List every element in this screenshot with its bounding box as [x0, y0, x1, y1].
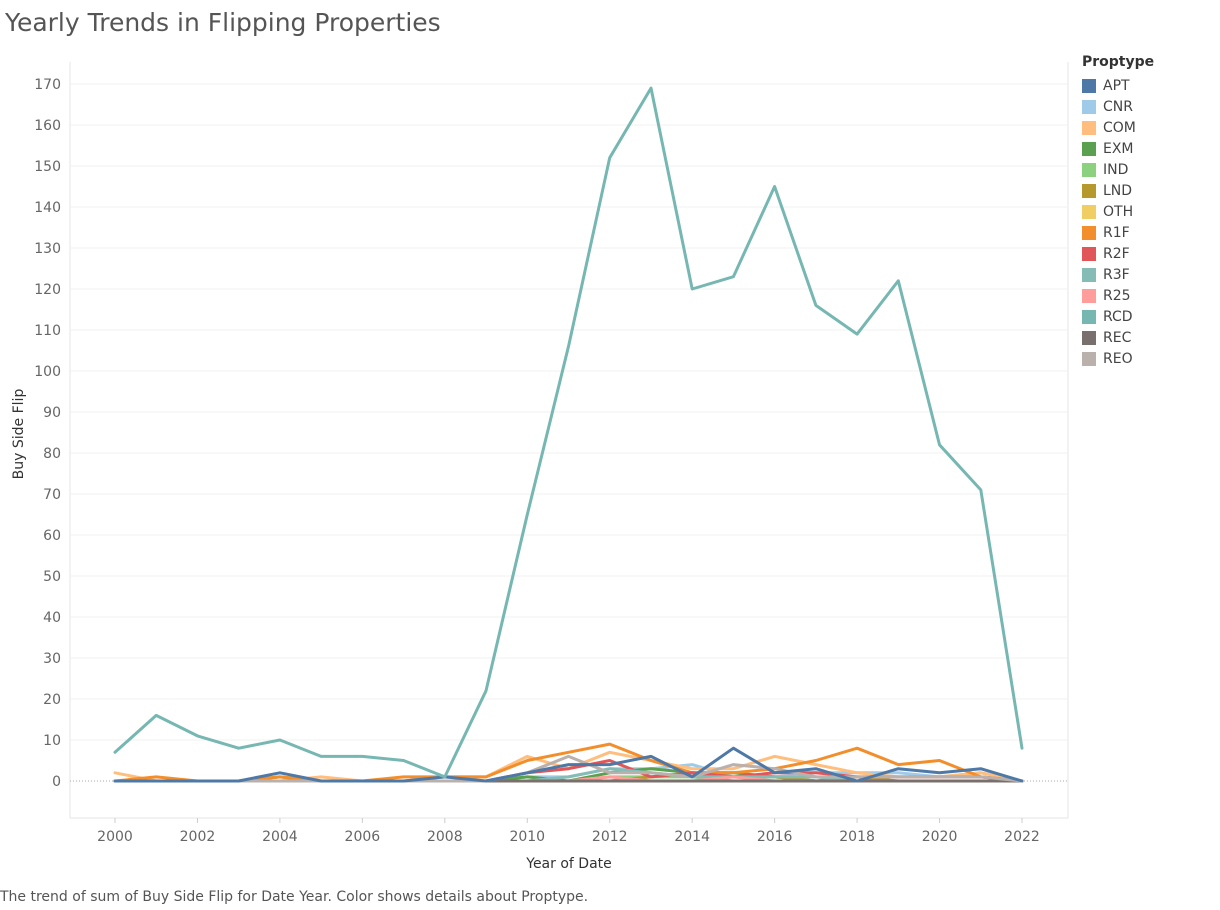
- legend-label: R3F: [1103, 266, 1130, 283]
- legend-label: LND: [1103, 182, 1133, 199]
- y-tick-label: 30: [43, 651, 61, 667]
- legend-label: R2F: [1103, 245, 1130, 262]
- y-tick-label: 130: [34, 241, 61, 257]
- y-tick-label: 70: [43, 487, 61, 503]
- series-line-apt: [113, 746, 1024, 783]
- y-tick-label: 10: [43, 733, 61, 749]
- y-tick-label: 0: [52, 774, 61, 790]
- y-axis-ticks: 0 10 20 30 40 50 60 70 80 90 100 110 120 130 140 150 160…: [34, 77, 61, 790]
- y-tick-label: 170: [34, 77, 61, 93]
- legend-label: R1F: [1103, 224, 1130, 241]
- legend-item-rec[interactable]: REC: [1082, 327, 1154, 348]
- legend-title: Proptype: [1082, 54, 1155, 70]
- legend-label: EXM: [1103, 140, 1134, 157]
- y-tick-label: 160: [34, 118, 61, 134]
- legend-item-oth[interactable]: OTH: [1082, 201, 1154, 222]
- legend-label: REO: [1103, 350, 1133, 367]
- legend-label: IND: [1103, 161, 1129, 178]
- legend-item-r1f[interactable]: R1F: [1082, 222, 1154, 243]
- legend-item-ind[interactable]: IND: [1082, 159, 1154, 180]
- x-axis-ticks: 2000 2002 2004 2006 2008 2010 2012 2014 2016 2018…: [97, 818, 1040, 845]
- legend-swatch: [1082, 351, 1096, 366]
- chart-caption: The trend of sum of Buy Side Flip for Da…: [0, 889, 589, 905]
- legend-item-lnd[interactable]: LND: [1082, 180, 1154, 201]
- legend-swatch: [1082, 99, 1096, 114]
- y-tick-label: 90: [43, 405, 61, 421]
- series-line-r1f: [113, 742, 1024, 783]
- legend-swatch: [1082, 162, 1096, 177]
- x-tick-label: 2010: [509, 829, 545, 845]
- x-tick-label: 2018: [839, 829, 875, 845]
- legend-swatch: [1082, 120, 1096, 135]
- legend-item-com[interactable]: COM: [1082, 117, 1154, 138]
- y-tick-label: 140: [34, 200, 61, 216]
- y-tick-label: 150: [34, 159, 61, 175]
- legend-swatch: [1082, 183, 1096, 198]
- legend-label: RCD: [1103, 308, 1133, 325]
- y-tick-label: 50: [43, 569, 61, 585]
- y-tick-label: 120: [34, 282, 61, 298]
- legend-item-apt[interactable]: APT: [1082, 75, 1154, 96]
- legend: Proptype APT CNR COM EXM IND LND OTH R1F R2F R3F R…: [1082, 54, 1154, 369]
- legend-label: OTH: [1103, 203, 1134, 220]
- legend-swatch: [1082, 309, 1096, 324]
- series-line-rcd: [113, 86, 1024, 779]
- x-tick-label: 2014: [674, 829, 710, 845]
- legend-swatch: [1082, 246, 1096, 261]
- x-tick-label: 2022: [1004, 829, 1040, 845]
- legend-swatch: [1082, 330, 1096, 345]
- legend-swatch: [1082, 78, 1096, 93]
- legend-label: CNR: [1103, 98, 1133, 115]
- legend-swatch: [1082, 288, 1096, 303]
- series-lines: [113, 86, 1024, 783]
- x-tick-label: 2000: [97, 829, 133, 845]
- x-tick-label: 2008: [427, 829, 463, 845]
- legend-item-r25[interactable]: R25: [1082, 285, 1154, 306]
- x-tick-label: 2016: [757, 829, 793, 845]
- gridlines: [69, 62, 1069, 819]
- x-axis-label: Year of Date: [525, 856, 612, 872]
- legend-swatch: [1082, 267, 1096, 282]
- x-tick-label: 2004: [262, 829, 298, 845]
- legend-item-reo[interactable]: REO: [1082, 348, 1154, 369]
- legend-swatch: [1082, 141, 1096, 156]
- legend-label: R25: [1103, 287, 1131, 304]
- y-tick-label: 40: [43, 610, 61, 626]
- legend-item-exm[interactable]: EXM: [1082, 138, 1154, 159]
- legend-label: APT: [1103, 77, 1130, 94]
- legend-item-r2f[interactable]: R2F: [1082, 243, 1154, 264]
- legend-label: REC: [1103, 329, 1132, 346]
- x-tick-label: 2020: [922, 829, 958, 845]
- chart-title: Yearly Trends in Flipping Properties: [5, 8, 441, 37]
- y-tick-label: 60: [43, 528, 61, 544]
- legend-swatch: [1082, 204, 1096, 219]
- y-axis-label: Buy Side Flip: [11, 389, 27, 480]
- legend-item-cnr[interactable]: CNR: [1082, 96, 1154, 117]
- legend-swatch: [1082, 225, 1096, 240]
- y-tick-label: 100: [34, 364, 61, 380]
- legend-item-rcd[interactable]: RCD: [1082, 306, 1154, 327]
- legend-label: COM: [1103, 119, 1136, 136]
- y-tick-label: 110: [34, 323, 61, 339]
- legend-item-r3f[interactable]: R3F: [1082, 264, 1154, 285]
- x-tick-label: 2002: [180, 829, 216, 845]
- x-tick-label: 2012: [592, 829, 628, 845]
- y-tick-label: 20: [43, 692, 61, 708]
- x-tick-label: 2006: [345, 829, 381, 845]
- legend-items: APT CNR COM EXM IND LND OTH R1F R2F R3F R25 RCD REC R…: [1082, 75, 1154, 369]
- y-tick-label: 80: [43, 446, 61, 462]
